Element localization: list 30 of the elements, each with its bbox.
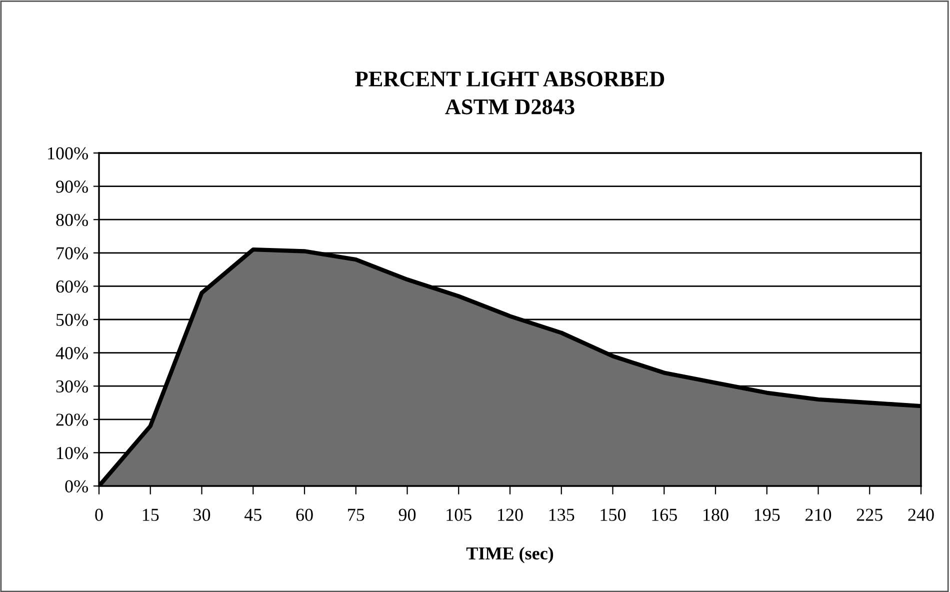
x-tick-label: 240 bbox=[908, 508, 934, 521]
y-tick-label: 90% bbox=[56, 180, 88, 193]
y-tick-label: 70% bbox=[56, 247, 88, 260]
x-tick-label: 0 bbox=[95, 508, 103, 521]
y-tick-label: 50% bbox=[56, 314, 88, 326]
y-tick-label: 10% bbox=[57, 446, 88, 460]
y-tick-label: 100% bbox=[48, 147, 88, 160]
x-tick-label: 225 bbox=[856, 508, 882, 521]
y-tick-label: 80% bbox=[56, 214, 88, 226]
y-tick-label: 40% bbox=[56, 347, 88, 360]
y-tick-label: 60% bbox=[56, 280, 88, 293]
y-tick-label: 30% bbox=[56, 380, 88, 393]
x-tick-label: 210 bbox=[806, 508, 832, 521]
x-tick-label: 105 bbox=[446, 508, 472, 521]
x-tick-label: 165 bbox=[652, 508, 677, 521]
y-tick-label: 0% bbox=[65, 480, 88, 492]
x-tick-label: 45 bbox=[244, 508, 262, 521]
x-tick-label: 120 bbox=[498, 508, 523, 521]
x-tick-label: 180 bbox=[704, 508, 728, 521]
x-tick-label: 75 bbox=[348, 508, 364, 521]
x-tick-label: 135 bbox=[549, 508, 574, 521]
x-axis-title: TIME (sec) bbox=[466, 546, 554, 564]
y-tick-label: 20% bbox=[56, 414, 88, 426]
chart-title: PERCENT LIGHT ABSORBED ASTM D2843 bbox=[355, 72, 664, 114]
x-tick-label: 195 bbox=[754, 508, 780, 521]
x-tick-label: 30 bbox=[194, 508, 210, 521]
x-tick-label: 150 bbox=[600, 508, 626, 521]
x-tick-label: 15 bbox=[142, 508, 159, 521]
x-tick-label: 90 bbox=[398, 508, 416, 521]
x-tick-label: 60 bbox=[296, 508, 313, 521]
